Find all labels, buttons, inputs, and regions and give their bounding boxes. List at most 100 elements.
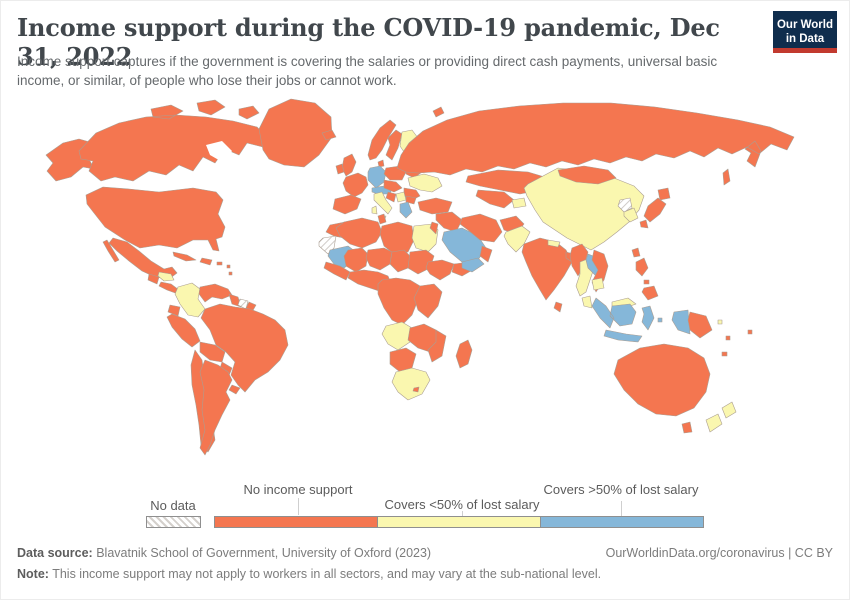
region-usa[interactable] <box>85 186 226 252</box>
note-label: Note: <box>17 567 49 581</box>
region-bulgaria[interactable] <box>405 195 417 205</box>
region-sri-lanka[interactable] <box>553 301 563 313</box>
region-guatemala[interactable] <box>147 273 160 285</box>
region-papua-new-guinea[interactable] <box>687 311 713 339</box>
region-mongolia[interactable] <box>557 165 617 185</box>
region-france[interactable] <box>342 172 369 198</box>
region-brazil[interactable] <box>200 303 289 393</box>
legend-label-lt50: Covers <50% of lost salary <box>384 497 540 512</box>
region-turkey[interactable] <box>417 197 453 215</box>
region-libya[interactable] <box>379 221 415 255</box>
note-text: This income support may not apply to wor… <box>52 567 602 581</box>
region-russia[interactable] <box>396 102 795 186</box>
region-denmark[interactable] <box>377 159 385 168</box>
region-norway[interactable] <box>367 119 397 161</box>
region-india[interactable] <box>521 237 573 301</box>
region-serbia[interactable] <box>395 191 407 203</box>
region-solomon-islands[interactable] <box>717 319 723 325</box>
region-philippines[interactable] <box>635 257 659 301</box>
region-peru[interactable] <box>166 313 201 348</box>
region-cambodia[interactable] <box>591 277 605 291</box>
region-iceland[interactable] <box>321 129 337 141</box>
region-honduras[interactable] <box>157 271 175 282</box>
region-uzbekistan-turkmenistan[interactable] <box>475 189 515 209</box>
region-puerto-rico[interactable] <box>216 261 223 266</box>
region-madagascar[interactable] <box>455 339 473 369</box>
legend-tick-lt50 <box>462 511 463 516</box>
region-iran[interactable] <box>459 213 503 243</box>
region-kyrgyzstan[interactable] <box>511 197 527 209</box>
region-oman-uae[interactable] <box>479 245 493 263</box>
owid-link[interactable]: OurWorldinData.org/coronavirus | CC BY <box>605 546 833 560</box>
region-new-caledonia[interactable] <box>721 351 728 357</box>
region-niger[interactable] <box>365 247 393 271</box>
region-north-korea[interactable] <box>617 197 633 213</box>
data-source: Data source: Blavatnik School of Governm… <box>17 546 431 560</box>
region-pakistan[interactable] <box>503 225 531 253</box>
region-indonesia[interactable] <box>591 297 691 343</box>
region-australia[interactable] <box>613 343 711 434</box>
region-germany-benelux[interactable] <box>367 165 387 189</box>
region-algeria[interactable] <box>335 217 383 249</box>
legend-tick-no-support <box>298 498 299 515</box>
legend-label-gt50: Covers >50% of lost salary <box>543 482 699 497</box>
region-cuba[interactable] <box>172 251 197 262</box>
region-mozambique[interactable] <box>427 329 447 363</box>
region-south-korea[interactable] <box>623 207 639 223</box>
region-croatia-bosnia[interactable] <box>385 191 397 203</box>
legend-tick-gt50 <box>621 501 622 516</box>
region-guyana[interactable] <box>228 293 242 308</box>
region-czechia-slovakia-hungary[interactable] <box>383 179 403 193</box>
region-sweden[interactable] <box>385 129 403 161</box>
region-east-africa[interactable] <box>413 283 443 319</box>
region-ireland[interactable] <box>335 163 345 175</box>
data-source-text: Blavatnik School of Government, Universi… <box>96 546 432 560</box>
region-fiji[interactable] <box>747 329 753 335</box>
region-uruguay[interactable] <box>228 384 241 395</box>
region-mali[interactable] <box>343 247 369 273</box>
region-ecuador[interactable] <box>167 304 181 317</box>
legend-no-data-swatch[interactable] <box>146 516 201 528</box>
region-greenland[interactable] <box>258 98 333 168</box>
region-lesotho[interactable] <box>412 386 420 393</box>
region-senegal-guinea[interactable] <box>323 261 351 281</box>
page-title: Income support during the COVID-19 pande… <box>17 13 720 71</box>
region-greece[interactable] <box>399 201 413 219</box>
legend-label-no-support: No income support <box>243 482 353 497</box>
region-ukraine[interactable] <box>407 173 443 193</box>
owid-logo[interactable]: Our World in Data <box>773 11 837 53</box>
region-argentina[interactable] <box>199 359 233 456</box>
region-vanuatu[interactable] <box>725 335 731 341</box>
legend-no-data-label: No data <box>150 498 196 513</box>
region-colombia[interactable] <box>174 282 206 318</box>
region-spain[interactable] <box>332 194 362 215</box>
legend-bar-lt50[interactable] <box>377 516 541 528</box>
legend-bar-no-support[interactable] <box>214 516 378 528</box>
region-hispaniola[interactable] <box>199 257 213 266</box>
region-tunisia[interactable] <box>377 213 387 225</box>
region-lesser-antilles[interactable] <box>226 264 233 276</box>
region-mexico[interactable] <box>102 237 178 280</box>
region-ethiopia[interactable] <box>425 259 455 281</box>
region-angola[interactable] <box>381 321 413 351</box>
region-japan[interactable] <box>639 187 671 229</box>
region-new-zealand[interactable] <box>705 401 737 433</box>
region-nepal[interactable] <box>547 239 561 248</box>
region-south-africa[interactable] <box>391 367 431 401</box>
region-canada[interactable] <box>78 99 268 182</box>
legend-bar-gt50[interactable] <box>540 516 704 528</box>
region-israel-jordan[interactable] <box>429 221 439 235</box>
region-uk[interactable] <box>341 153 357 177</box>
logo-accent-bar <box>773 48 837 53</box>
region-chad[interactable] <box>389 249 411 273</box>
region-venezuela[interactable] <box>198 283 233 303</box>
world-map <box>45 98 795 456</box>
region-taiwan[interactable] <box>631 247 641 258</box>
region-yemen[interactable] <box>461 257 485 273</box>
chart-subtitle: Income support captures if the governmen… <box>17 54 718 89</box>
hudson-bay <box>206 141 232 163</box>
data-source-label: Data source: <box>17 546 93 560</box>
logo-line1: Our World <box>776 19 833 31</box>
region-central-africa[interactable] <box>377 277 421 326</box>
